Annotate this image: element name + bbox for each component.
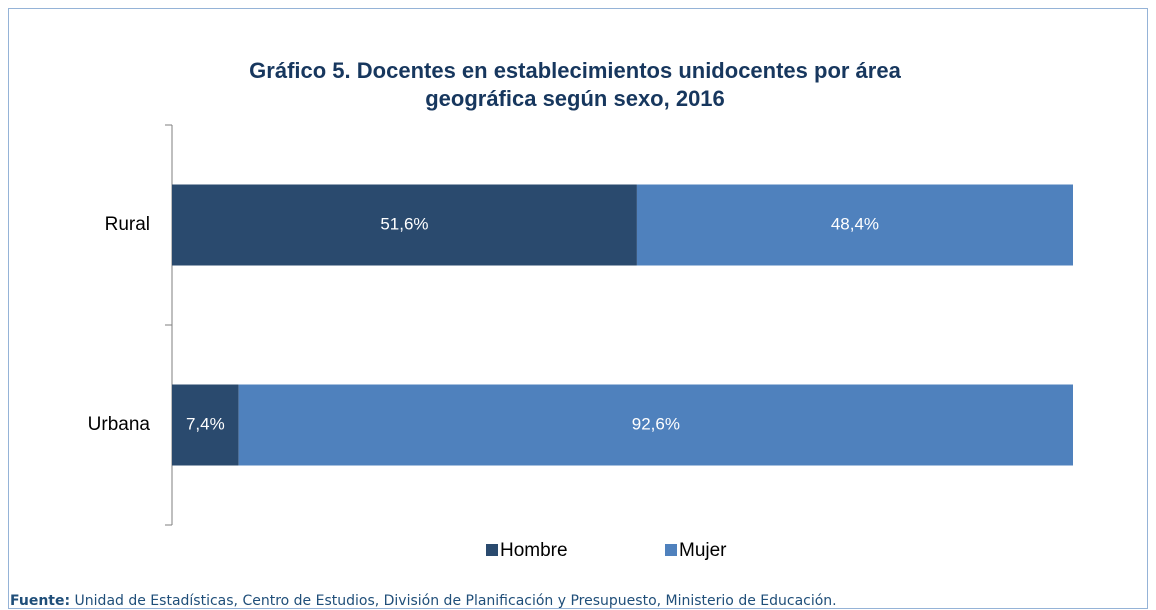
value-label: 92,6% — [632, 414, 680, 433]
value-label: 51,6% — [380, 214, 428, 233]
chart-title: Gráfico 5. Docentes en establecimientos … — [249, 58, 901, 83]
source-label: Fuente: — [10, 593, 70, 609]
bar-segment — [172, 184, 637, 266]
legend-label: Mujer — [679, 540, 727, 561]
value-label: 7,4% — [186, 414, 225, 433]
chart-border — [8, 8, 1148, 609]
bar-segment — [238, 384, 1073, 466]
category-label: Urbana — [88, 414, 151, 435]
legend-swatch — [665, 544, 677, 556]
chart-title: geográfica según sexo, 2016 — [425, 86, 725, 111]
legend-label: Hombre — [500, 540, 568, 561]
source-text: Unidad de Estadísticas, Centro de Estudi… — [75, 593, 837, 609]
source: Fuente: Unidad de Estadísticas, Centro d… — [10, 593, 837, 609]
legend-swatch — [486, 544, 498, 556]
bar-segment — [636, 184, 1073, 266]
value-label: 48,4% — [831, 214, 879, 233]
bar-segment — [172, 384, 239, 466]
category-label: Rural — [105, 214, 150, 235]
